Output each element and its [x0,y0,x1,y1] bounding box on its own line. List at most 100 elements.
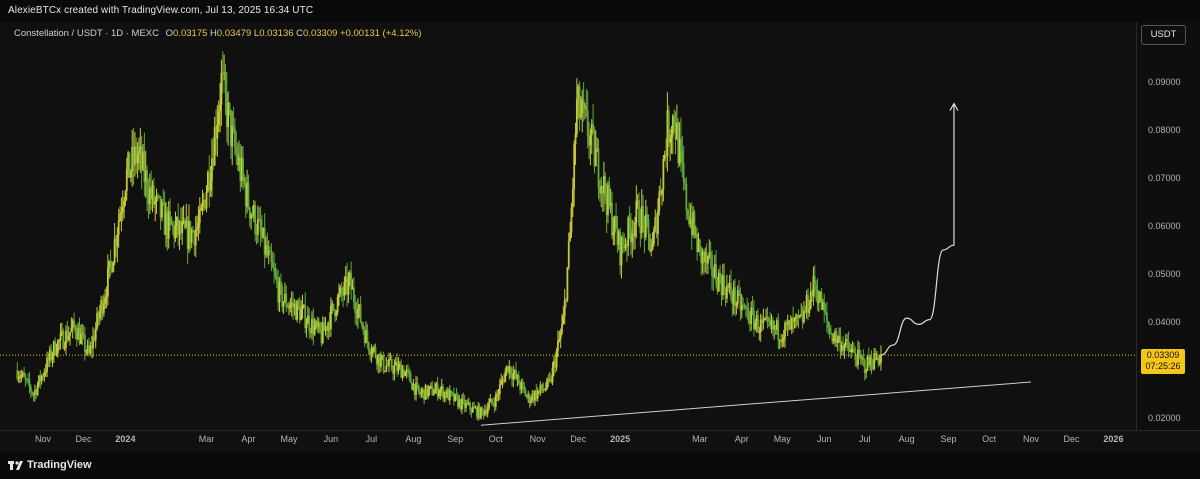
candle-body [254,204,257,234]
candle-body [392,369,394,374]
candle-body [858,349,861,354]
candle-body [519,384,522,390]
candle-body [352,287,355,303]
candle-body [384,370,386,372]
candle-body [108,260,111,268]
candle-body [247,182,250,208]
candle-body [828,327,831,334]
time-tick-label: Aug [405,434,421,444]
candle-body [335,312,338,317]
candle-body [819,291,822,301]
candle-body [798,315,801,318]
candle-body [81,333,84,335]
candle-body [727,285,730,288]
candle-body [463,399,466,408]
candle-body [507,366,509,373]
candle-body [820,291,823,310]
high-label: H [210,28,217,39]
candle-body [355,313,358,318]
low-label: L [253,28,260,39]
candle-body [424,385,427,400]
candle-body [229,109,232,147]
candle-body [563,299,566,317]
currency-selector-button[interactable]: USDT [1141,25,1186,45]
candle-body [219,104,221,112]
candle-body [117,220,120,235]
candle-body [105,296,108,298]
candle-body [870,357,873,368]
candle-body [712,275,715,278]
candle-body [785,322,788,325]
candle-body [152,185,155,205]
candle-body [332,303,335,310]
time-tick-label: 2024 [115,434,135,444]
candle-body [275,276,278,282]
candle-body [581,99,584,114]
candle-body [375,356,378,365]
candle-body [457,396,459,408]
candle-body [94,328,97,341]
tradingview-logo-icon[interactable] [8,460,24,472]
candle-body [54,341,57,355]
candle-body [598,187,601,194]
candle-body [621,237,624,246]
candle-body [516,375,519,379]
candle-body [512,373,515,380]
candle-body [784,322,786,338]
price-tick-label: 0.02000 [1148,413,1181,423]
candle-body [430,385,432,387]
time-tick-label: Apr [241,434,255,444]
time-tick-label: Sep [447,434,463,444]
candle-body [321,322,324,344]
symbol-legend: Constellation / USDT · 1D · MEXC O0.0317… [14,28,421,39]
candle-body [21,372,24,376]
candle-body [194,229,197,246]
candle-body [513,370,516,374]
candle-body [717,272,720,292]
candle-body [212,158,215,166]
candle-body [198,210,201,224]
candle-body [551,367,554,383]
candle-body [813,276,816,286]
candle-body [370,353,373,355]
candle-body [788,320,790,324]
candle-body [755,315,758,323]
candle-body [708,252,711,257]
candle-body [680,139,682,151]
candle-body [208,172,211,191]
time-axis[interactable] [0,430,1200,453]
candle-body [751,307,754,311]
time-tick-label: Dec [76,434,93,444]
candle-body [639,225,642,234]
candle-body [866,356,869,371]
candle-body [377,354,380,365]
candle-body [657,210,659,235]
candle-body [31,391,34,395]
candle-body [716,283,719,292]
candle-body [290,302,293,305]
candle-body [61,331,63,333]
candle-body [648,233,651,252]
candle-body [876,357,878,360]
candle-body [123,200,125,208]
candle-body [412,384,415,390]
candle-body [124,191,127,201]
candle-body [86,345,89,352]
candle-body [830,333,832,335]
candle-body [734,287,736,306]
current-price-badge: 0.03309 07:25:26 [1141,349,1185,375]
brand-name[interactable]: TradingView [27,459,92,471]
candle-body [92,336,94,349]
candle-body [136,154,139,164]
candle-body [635,201,638,223]
candle-body [205,191,208,209]
candle-body [305,324,308,329]
candle-body [225,93,228,128]
candle-body [301,306,304,310]
candle-body [70,327,73,333]
candle-body [650,249,653,252]
candle-body [762,319,765,323]
candle-body [171,224,174,226]
candle-body [494,395,497,407]
candle-body [215,126,217,139]
